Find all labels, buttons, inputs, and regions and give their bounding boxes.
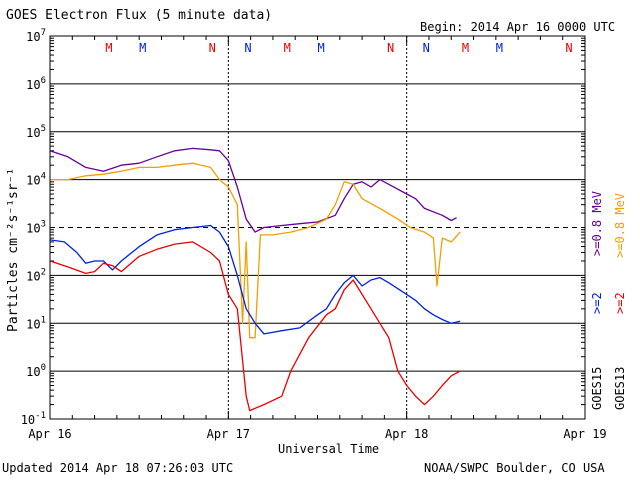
y-tick-label: 104	[26, 172, 46, 188]
marker-label: N	[387, 41, 394, 55]
series-line-3	[49, 241, 461, 412]
x-tick-label: Apr 17	[207, 427, 250, 441]
y-tick-label: 100	[26, 363, 46, 379]
x-tick-label: Apr 16	[28, 427, 71, 441]
marker-label: M	[462, 41, 469, 55]
chart-title: GOES Electron Flux (5 minute data)	[6, 8, 273, 23]
plot-frame	[49, 35, 586, 420]
legend-goes13-0.8: >=0.8 MeV	[613, 192, 627, 258]
begin-time: Begin: 2014 Apr 16 0000 UTC	[420, 20, 616, 34]
y-axis-label: Particles cm⁻²s⁻¹sr⁻¹	[6, 167, 21, 332]
y-tick-label: 107	[26, 28, 46, 44]
updated-time: Updated 2014 Apr 18 07:26:03 UTC	[2, 461, 234, 475]
marker-label: N	[244, 41, 251, 55]
x-tick-label: Apr 18	[385, 427, 428, 441]
series-line-2	[49, 224, 461, 335]
series-line-0	[49, 147, 457, 233]
y-tick-label: 102	[26, 267, 46, 283]
marker-label: M	[284, 41, 291, 55]
legend-goes15-0.8: >=0.8 MeV	[590, 190, 604, 256]
legend-goes15-2: >=2	[590, 292, 604, 314]
marker-label: M	[496, 41, 503, 55]
series-line-1	[50, 162, 461, 339]
y-tick-label: 10-1	[21, 411, 46, 427]
x-tick-labels: Apr 16 Apr 17 Apr 18 Apr 19	[28, 427, 606, 441]
x-tick-label: Apr 19	[563, 427, 606, 441]
marker-label: N	[565, 41, 572, 55]
marker-label: M	[139, 41, 146, 55]
y-tick-label: 106	[26, 76, 46, 92]
y-tick-label: 101	[26, 315, 46, 331]
legend-goes15: GOES15	[590, 366, 604, 410]
marker-label: M	[105, 41, 112, 55]
legend-goes13: GOES13	[613, 366, 627, 410]
credit: NOAA/SWPC Boulder, CO USA	[424, 461, 605, 475]
marker-label: N	[423, 41, 430, 55]
y-tick-label: 103	[26, 220, 46, 236]
y-tick-labels: 10-1 100 101 102 103 104 105 106 107	[21, 28, 46, 427]
chart-grid	[49, 35, 586, 420]
marker-label: M	[317, 41, 324, 55]
y-tick-label: 105	[26, 124, 46, 140]
chart-series	[49, 147, 461, 412]
legend-goes13-2: >=2	[613, 292, 627, 314]
marker-label: N	[209, 41, 216, 55]
x-axis-label: Universal Time	[278, 442, 380, 456]
